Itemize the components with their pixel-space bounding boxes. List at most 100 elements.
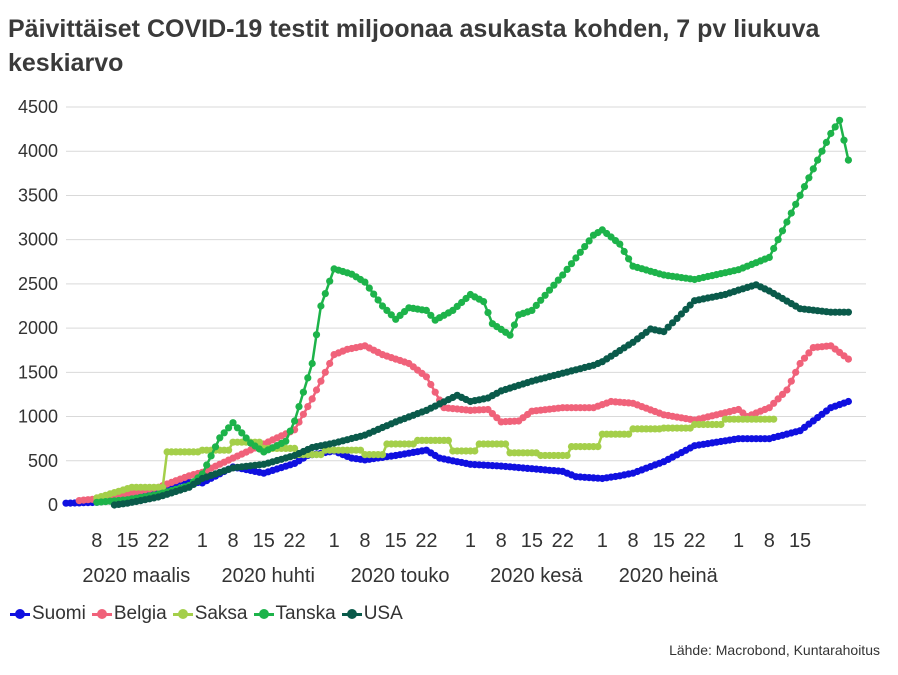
data-point: [387, 311, 395, 319]
y-tick-label: 4000: [18, 141, 58, 161]
x-month-label: 2020 huhti: [221, 565, 314, 587]
x-tick-label: 15: [385, 530, 407, 552]
legend-label: Belgia: [113, 603, 167, 624]
data-point: [620, 247, 628, 256]
data-point: [431, 388, 439, 396]
x-month-label: 2020 touko: [351, 565, 450, 587]
data-point: [225, 424, 233, 432]
y-tick-label: 4500: [18, 97, 58, 117]
data-point: [321, 368, 329, 376]
data-point: [796, 191, 804, 199]
x-tick-label: 22: [147, 530, 169, 552]
data-point: [770, 415, 778, 423]
data-point: [317, 451, 325, 459]
data-point: [427, 311, 435, 319]
data-point: [370, 290, 378, 298]
data-point: [554, 276, 562, 284]
data-point: [242, 434, 250, 442]
series-saksa: [93, 415, 778, 502]
data-point: [422, 373, 430, 381]
x-tick-label: 8: [91, 530, 102, 552]
data-point: [471, 447, 479, 455]
data-point: [844, 355, 853, 363]
data-point: [291, 444, 299, 452]
data-point: [792, 200, 800, 208]
x-tick-label: 22: [415, 530, 437, 552]
data-point: [836, 116, 844, 124]
data-point: [308, 395, 316, 403]
data-point: [581, 243, 589, 251]
data-point: [625, 430, 633, 438]
line-chart: 0 500 1000 1500 2000 2500 3000 3500 4000 4500 8 15…: [18, 97, 866, 587]
data-point: [378, 451, 387, 459]
x-month-label: 2020 heinä: [619, 565, 719, 587]
y-tick-label: 1500: [18, 362, 58, 382]
data-point: [295, 403, 303, 411]
x-tick-label: 1: [329, 530, 340, 552]
data-point: [660, 328, 668, 336]
legend-swatch: [253, 608, 274, 620]
data-point: [787, 377, 795, 385]
legend-swatch: [341, 608, 362, 620]
data-point: [326, 359, 334, 368]
legend-swatch: [91, 608, 112, 620]
x-month-label: 2020 maalis: [82, 565, 190, 587]
legend-label: USA: [363, 603, 403, 624]
data-point: [717, 420, 725, 429]
source-note: Lähde: Macrobond, Kuntarahoitus: [669, 642, 880, 658]
data-point: [541, 291, 549, 299]
data-point: [774, 395, 782, 403]
data-point: [159, 483, 167, 491]
data-point: [822, 138, 831, 146]
y-tick-label: 3500: [18, 185, 58, 205]
x-tick-label: 1: [465, 530, 476, 552]
data-point: [286, 427, 294, 435]
data-point: [765, 404, 773, 412]
data-point: [800, 183, 809, 191]
data-point: [378, 302, 387, 310]
data-point: [818, 147, 826, 155]
data-point: [356, 446, 365, 454]
data-point: [686, 301, 694, 309]
legend-label: Tanska: [275, 603, 336, 624]
series-tanska: [93, 116, 853, 506]
data-point: [682, 305, 690, 314]
data-point: [291, 417, 299, 425]
series-usa: [110, 281, 853, 509]
legend-label: Saksa: [194, 603, 248, 624]
data-point: [537, 296, 545, 304]
y-tick-label: 3000: [18, 230, 58, 250]
data-point: [383, 306, 391, 314]
data-point: [484, 309, 492, 317]
data-point: [233, 424, 241, 432]
data-point: [765, 253, 773, 261]
data-point: [304, 403, 312, 411]
data-point: [317, 377, 325, 385]
data-point: [502, 440, 510, 448]
x-tick-label: 15: [116, 530, 138, 552]
x-tick-label: 8: [227, 530, 238, 552]
legend-swatch: [172, 608, 193, 620]
data-point: [220, 429, 228, 437]
data-point: [317, 302, 325, 310]
data-point: [594, 443, 602, 451]
data-point: [783, 386, 791, 394]
x-tick-label: 8: [359, 530, 370, 552]
data-point: [576, 248, 584, 256]
data-point: [480, 298, 488, 306]
data-point: [238, 429, 246, 437]
data-point: [809, 165, 817, 173]
data-point: [567, 260, 576, 268]
data-point: [203, 461, 211, 469]
data-point: [312, 386, 321, 394]
data-point: [211, 443, 220, 451]
data-point: [427, 380, 435, 389]
legend-item-suomi: Suomi: [10, 603, 86, 625]
data-point: [299, 388, 307, 396]
x-tick-label: 1: [197, 530, 208, 552]
chart-title: Päivittäiset COVID-19 testit miljoonaa a…: [8, 15, 820, 77]
data-point: [563, 265, 571, 273]
y-tick-label: 0: [48, 495, 58, 515]
data-point: [787, 209, 795, 217]
